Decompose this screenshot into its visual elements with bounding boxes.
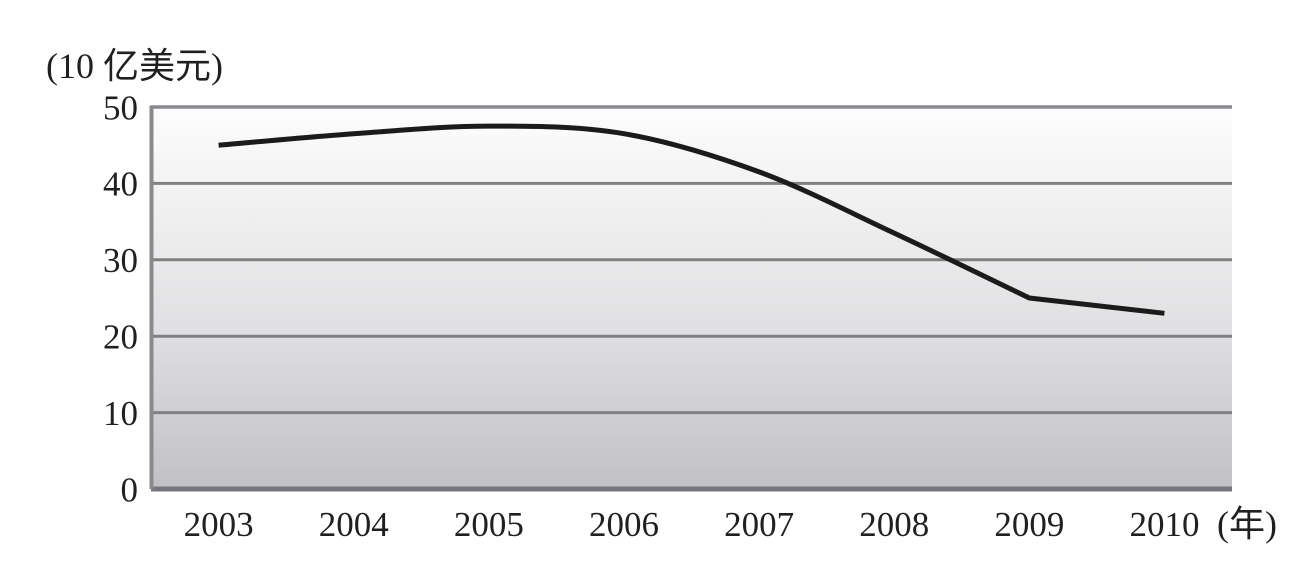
x-tick-label: 2009 xyxy=(994,505,1064,544)
y-tick-label: 40 xyxy=(103,165,138,204)
data-line xyxy=(218,123,1165,316)
x-tick-label: 2007 xyxy=(724,505,794,544)
y-tick-label: 50 xyxy=(103,88,138,127)
gridline-layer xyxy=(149,105,1232,492)
y-tick-label: 0 xyxy=(121,470,139,509)
x-tick-label: 2005 xyxy=(454,505,524,544)
plot-area xyxy=(151,107,1232,489)
y-tick-label: 30 xyxy=(103,241,138,280)
y-tick-label: 10 xyxy=(103,394,138,433)
data-series-layer xyxy=(218,123,1165,316)
x-tick-label: 2004 xyxy=(319,505,389,544)
x-axis-unit-label: (年) xyxy=(1217,504,1277,544)
axis-label-layer: 0 10 20 30 40 50 2003 2004 2005 2006 2007 2008 2009 2… xyxy=(103,88,1199,544)
y-axis-unit-label: (10 亿美元) xyxy=(46,46,223,86)
y-tick-label: 20 xyxy=(103,317,138,356)
x-tick-label: 2010 xyxy=(1129,505,1199,544)
x-tick-label: 2008 xyxy=(859,505,929,544)
x-tick-label: 2006 xyxy=(589,505,659,544)
x-tick-label: 2003 xyxy=(184,505,254,544)
plot-area-layer xyxy=(151,107,1232,489)
